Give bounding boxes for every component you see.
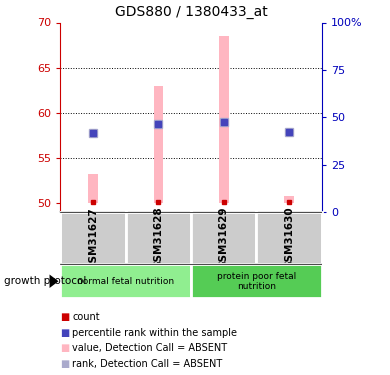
Text: value, Detection Call = ABSENT: value, Detection Call = ABSENT — [72, 344, 227, 353]
Text: count: count — [72, 312, 100, 322]
Text: GSM31627: GSM31627 — [88, 207, 98, 270]
Text: growth protocol: growth protocol — [4, 276, 86, 286]
Text: GSM31630: GSM31630 — [284, 207, 294, 269]
Text: GSM31628: GSM31628 — [153, 207, 163, 269]
Bar — [154, 86, 163, 203]
Text: ■: ■ — [60, 312, 70, 322]
Bar — [60, 212, 126, 264]
Bar — [126, 212, 191, 264]
Bar — [257, 212, 322, 264]
Text: percentile rank within the sample: percentile rank within the sample — [72, 328, 237, 338]
Text: normal fetal nutrition: normal fetal nutrition — [77, 277, 174, 286]
Bar — [191, 212, 257, 264]
Text: ■: ■ — [60, 328, 70, 338]
Text: GSM31629: GSM31629 — [219, 207, 229, 269]
Bar — [284, 196, 294, 203]
Text: rank, Detection Call = ABSENT: rank, Detection Call = ABSENT — [72, 359, 222, 369]
Bar — [88, 174, 98, 203]
Bar — [60, 264, 191, 298]
Bar — [219, 36, 229, 203]
Text: ■: ■ — [60, 359, 70, 369]
Text: ■: ■ — [60, 344, 70, 353]
Title: GDS880 / 1380433_at: GDS880 / 1380433_at — [115, 5, 268, 19]
Bar — [191, 264, 322, 298]
Text: protein poor fetal
nutrition: protein poor fetal nutrition — [217, 272, 296, 291]
